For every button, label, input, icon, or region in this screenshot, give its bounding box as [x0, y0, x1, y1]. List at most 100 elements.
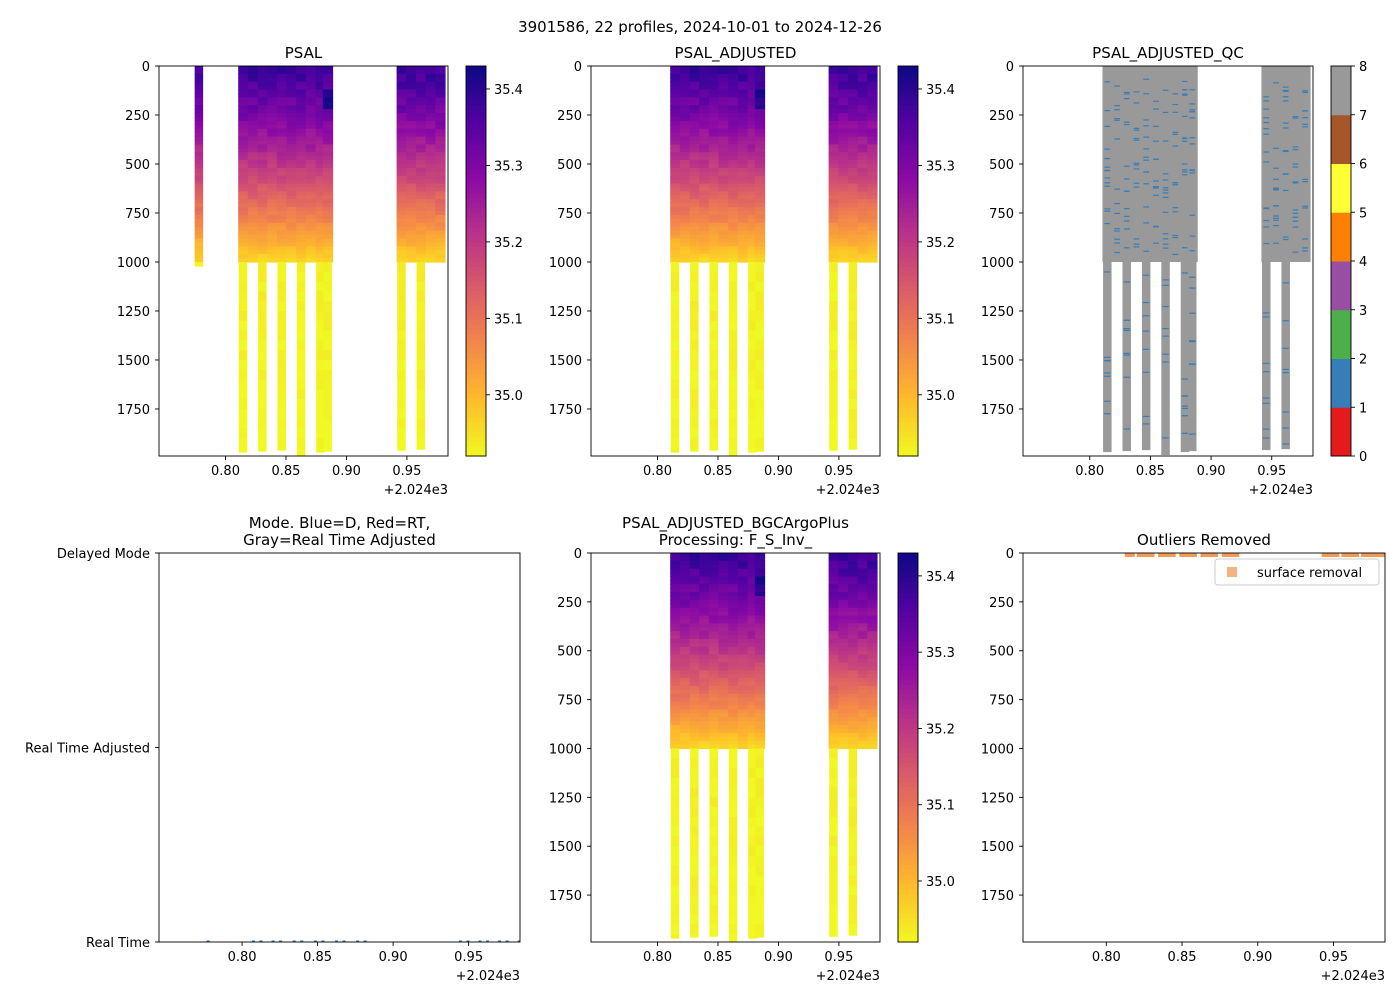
psal-cell — [238, 93, 249, 98]
psal-cell — [396, 66, 407, 71]
mode-point — [279, 940, 283, 942]
mode-point — [321, 940, 325, 942]
bgc_processing-cell — [847, 556, 859, 562]
bgc_processing-cell — [754, 705, 766, 710]
qc-flag-mark — [1292, 181, 1299, 183]
qc-flag-mark — [1273, 187, 1279, 189]
psal_adjusted-cell — [867, 175, 878, 181]
y-tick-label: 750 — [989, 207, 1014, 222]
qc-flag-mark — [1153, 186, 1159, 188]
bgc_processing-cell — [728, 623, 739, 628]
psal-cell — [276, 73, 288, 79]
psal_adjusted-cell — [679, 214, 691, 220]
psal_adjusted-cell — [728, 109, 739, 114]
psal-cell — [322, 230, 334, 236]
panel-psal_adjusted: 0.80 0.85 0.90 0.95+2.024e30250500750100012… — [549, 44, 955, 498]
psal-cell — [425, 66, 436, 71]
colorbar-segment — [898, 732, 918, 739]
psal_adjusted-cell — [828, 214, 839, 220]
psal_adjusted-cell — [689, 160, 700, 165]
bgc_processing-cell — [748, 875, 757, 886]
psal-cell — [415, 175, 427, 181]
psal-cell — [435, 167, 446, 173]
psal_adjusted-cell — [848, 399, 858, 410]
bgc_processing-cell — [754, 588, 766, 593]
psal_adjusted-cell — [689, 226, 700, 232]
outlier-point — [1348, 553, 1359, 557]
psal-cell — [247, 66, 259, 71]
psal-cell — [257, 120, 268, 126]
qc-flag-mark — [1123, 247, 1130, 249]
psal_adjusted-cell — [670, 93, 681, 98]
psal_adjusted-cell — [754, 148, 766, 153]
bgc_processing-cell — [867, 560, 878, 566]
psal_adjusted-cell — [829, 330, 838, 341]
psal_adjusted-cell — [847, 69, 859, 75]
psal_adjusted-cell — [847, 222, 859, 228]
x-tick-label: 0.85 — [703, 464, 732, 479]
colorbar-segment — [466, 358, 486, 364]
colorbar-segment — [466, 105, 486, 111]
psal_adjusted-cell — [699, 160, 710, 165]
colorbar-segment — [466, 148, 486, 155]
bgc_processing-cell — [838, 658, 849, 664]
psal-cell — [435, 124, 446, 130]
colorbar-segment — [898, 90, 918, 96]
psal-cell — [322, 136, 334, 142]
psal_adjusted-cell — [847, 120, 859, 126]
bgc_processing-cell — [747, 705, 758, 710]
psal_adjusted-cell — [709, 310, 718, 322]
psal_adjusted-cell — [679, 175, 691, 181]
bgc_processing-cell — [838, 670, 849, 675]
bgc_processing-cell — [754, 560, 766, 566]
colorbar-segment — [898, 815, 918, 822]
bgc_processing-cell — [699, 740, 710, 746]
bgc_processing-cell — [747, 603, 758, 609]
colorbar-tick-label: 0 — [1359, 450, 1367, 465]
psal-cell — [276, 218, 288, 224]
psal_adjusted-cell — [699, 109, 710, 114]
bgc_processing-cell — [689, 685, 700, 691]
psal-cell — [396, 238, 407, 243]
psal-cell — [296, 93, 307, 98]
bgc_processing-cell — [699, 725, 710, 730]
psal-cell — [296, 152, 307, 157]
x-tick-label: 0.80 — [1092, 950, 1121, 965]
psal-cell — [286, 254, 297, 259]
psal-cell — [396, 101, 407, 106]
psal-cell — [238, 254, 249, 259]
qc-flag-mark — [1114, 138, 1120, 140]
psal_adjusted-cell — [679, 128, 691, 134]
psal_adjusted-cell — [847, 171, 859, 177]
qc-flag-mark — [1302, 110, 1308, 112]
psal-cell — [435, 152, 446, 157]
psal-cell — [194, 222, 204, 228]
psal-plot-area — [194, 66, 446, 456]
psal-cell — [194, 69, 204, 75]
bgc_processing-cell — [747, 611, 758, 617]
qc-flag-mark — [1143, 136, 1150, 138]
bgc_processing-cell — [847, 666, 859, 671]
psal_adjusted-cell — [867, 234, 878, 240]
bgc_processing-cell — [755, 904, 764, 916]
bgc_processing-cell — [689, 728, 700, 734]
psal-cell — [267, 66, 278, 71]
colorbar-segment — [898, 378, 918, 384]
psal_adjusted-cell — [670, 369, 680, 381]
psal-cell — [276, 81, 288, 87]
psal_adjusted-cell — [838, 105, 849, 110]
psal-cell — [194, 171, 204, 177]
psal-cell — [415, 230, 427, 236]
psal-cell — [296, 238, 307, 243]
bgc_processing-cell — [828, 627, 839, 632]
bgc_processing-cell — [690, 875, 699, 886]
bgc_processing-cell — [838, 627, 849, 632]
psal_adjusted-cell — [748, 271, 757, 283]
qc-flag-mark — [1123, 121, 1130, 123]
bgc_processing-cell — [670, 693, 681, 699]
psal_adjusted-cell — [857, 211, 868, 216]
psal-cell — [305, 203, 317, 208]
bgc_processing-cell — [748, 836, 757, 847]
bgc_processing-cell — [867, 717, 878, 722]
psal-cell — [415, 109, 427, 114]
